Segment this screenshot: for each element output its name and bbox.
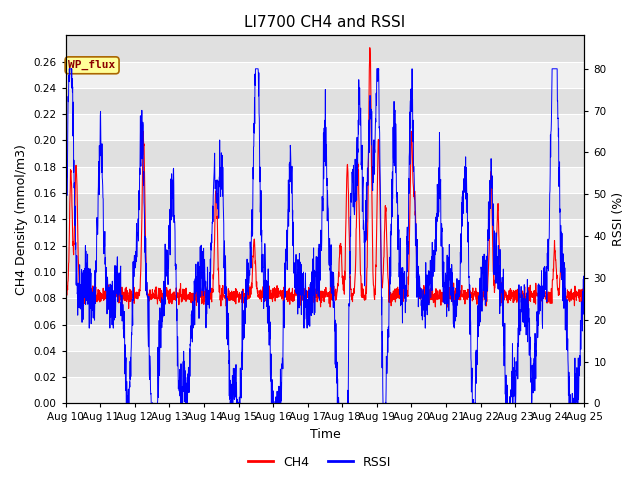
X-axis label: Time: Time [310, 428, 340, 441]
Legend: CH4, RSSI: CH4, RSSI [243, 451, 397, 474]
Text: WP_flux: WP_flux [68, 60, 116, 71]
Y-axis label: CH4 Density (mmol/m3): CH4 Density (mmol/m3) [15, 144, 28, 295]
Title: LI7700 CH4 and RSSI: LI7700 CH4 and RSSI [244, 15, 406, 30]
Bar [66, 167, 584, 193]
Bar [66, 114, 584, 141]
Y-axis label: RSSI (%): RSSI (%) [612, 192, 625, 246]
Bar [66, 272, 584, 298]
Bar [66, 219, 584, 246]
Bar [66, 324, 584, 351]
Bar [66, 377, 584, 403]
Bar [66, 61, 584, 88]
